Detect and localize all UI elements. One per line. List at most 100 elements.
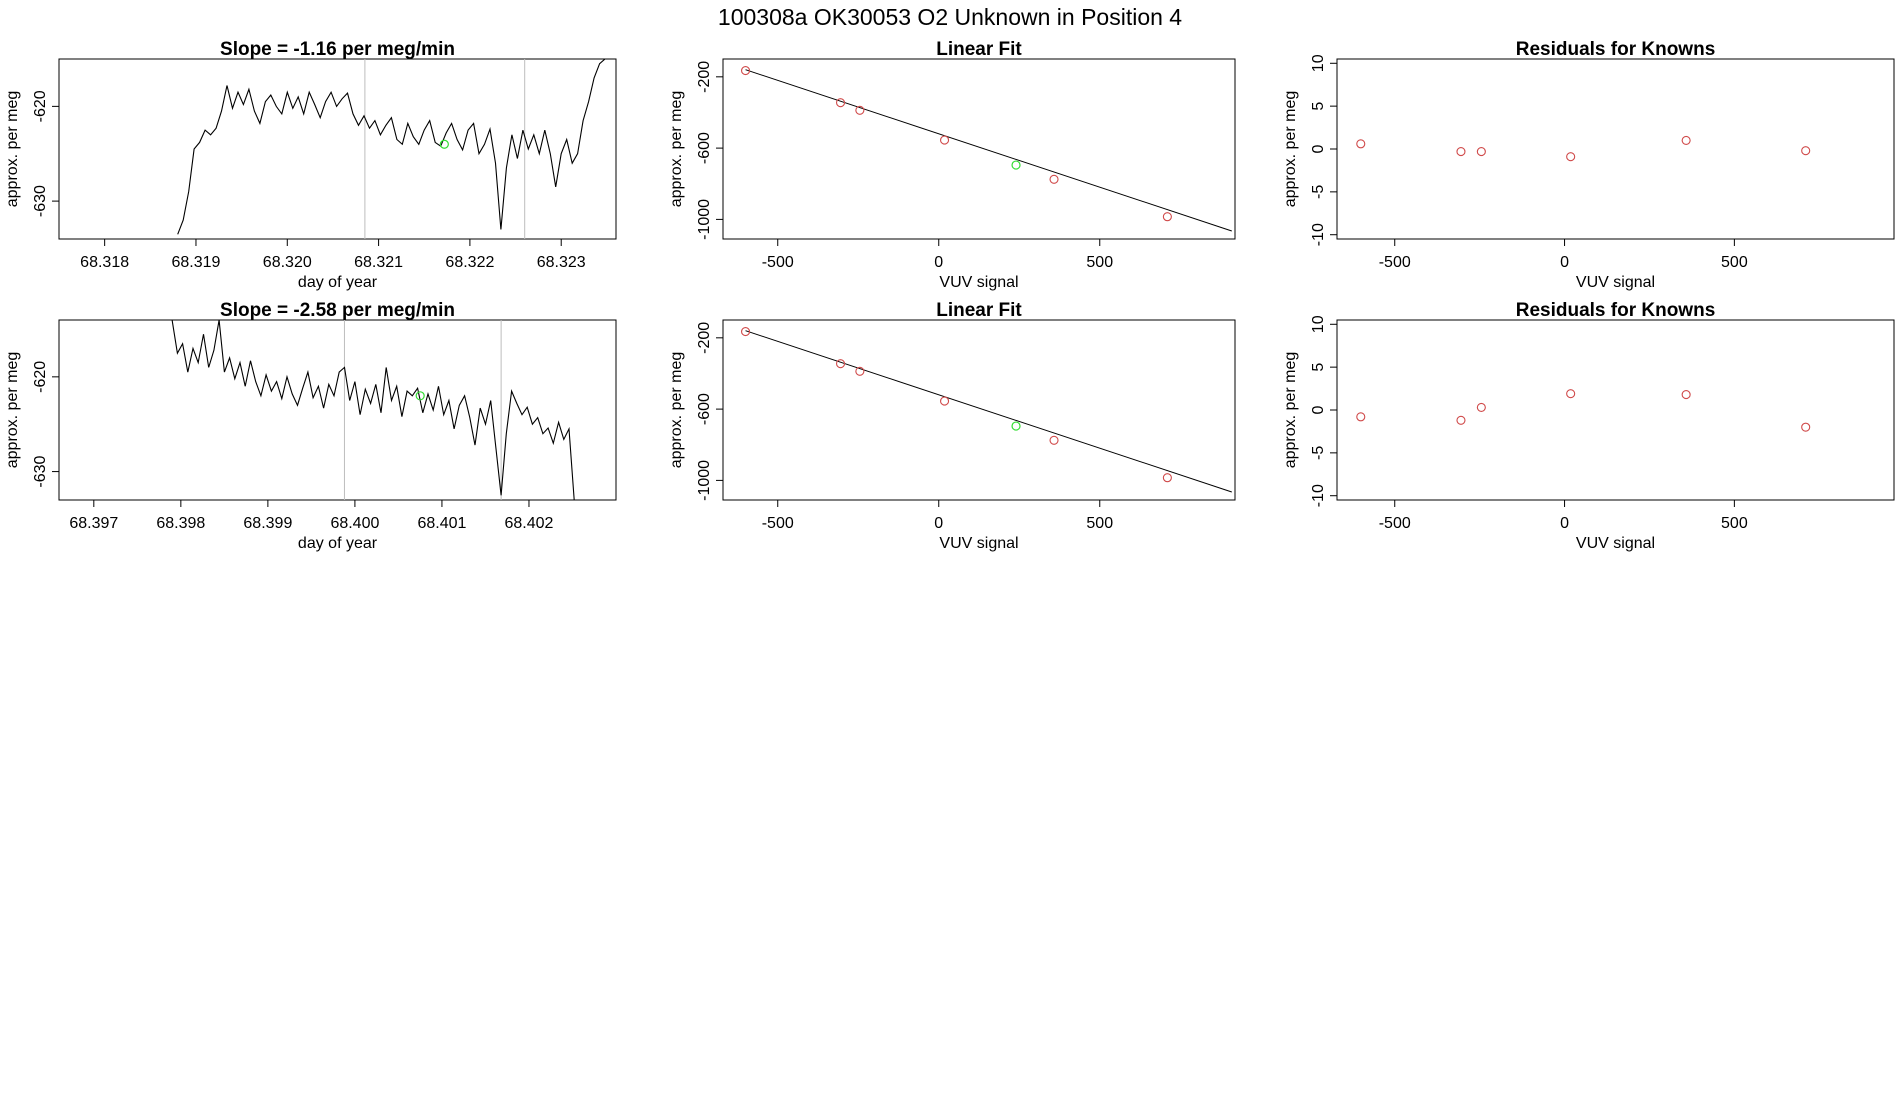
y-tick-label: -5: [1310, 185, 1327, 199]
chart-title: Residuals for Knowns: [1516, 300, 1716, 321]
x-tick-label: 500: [1721, 515, 1748, 532]
plot-frame: [1336, 58, 1895, 240]
time-series-line: [177, 59, 606, 235]
chart-panel-5: Linear Fit -500 0 500 -1000 -600 -200 VUV signa…: [668, 300, 1236, 552]
y-tick-label: -200: [696, 322, 713, 354]
known-point: [939, 135, 950, 145]
chart-title: Linear Fit: [936, 300, 1022, 321]
y-tick-label: -630: [32, 455, 49, 487]
plot-data: [177, 59, 606, 239]
time-series-line: [171, 320, 575, 500]
residual-point: [1566, 389, 1576, 399]
x-axis-label: day of year: [298, 535, 378, 552]
plot-data: [740, 66, 1232, 232]
known-point: [740, 327, 751, 337]
x-tick-label: 0: [934, 515, 943, 532]
residual-point: [1566, 152, 1576, 162]
chart-title: Residuals for Knowns: [1516, 39, 1716, 60]
plot-frame: [722, 58, 1236, 240]
known-point: [1162, 212, 1172, 222]
plot-frame: [1336, 319, 1895, 501]
residual-point: [1801, 146, 1811, 156]
residual-point: [1801, 422, 1811, 432]
unknown-point: [1011, 421, 1021, 431]
chart-panel-4: Slope = -2.58 per meg/min 68.397 68.398 68.…: [4, 300, 617, 552]
plot-frame: [722, 319, 1236, 501]
x-tick-label: 68.401: [417, 515, 466, 532]
fit-line: [745, 330, 1232, 493]
known-point: [1049, 435, 1059, 445]
chart-title: Linear Fit: [936, 39, 1022, 60]
fit-line: [745, 69, 1232, 232]
y-tick-label: -1000: [696, 460, 713, 501]
chart-panel-3: Residuals for Knowns -500 0 500 -10 -5 0 5 10 VUV…: [1282, 39, 1895, 291]
y-axis-label: approx. per meg: [1282, 352, 1299, 469]
residual-point: [1681, 135, 1691, 145]
known-point: [855, 105, 865, 115]
x-axis-label: VUV signal: [939, 535, 1018, 552]
y-axis-label: approx. per meg: [668, 352, 685, 469]
x-tick-label: 68.398: [156, 515, 205, 532]
residual-point: [1456, 147, 1466, 157]
x-tick-label: -500: [1379, 515, 1411, 532]
y-tick-label: -620: [32, 361, 49, 393]
known-point: [1049, 174, 1059, 184]
y-tick-label: 10: [1310, 54, 1327, 72]
residual-point: [1356, 139, 1366, 149]
x-axis-label: VUV signal: [1576, 535, 1655, 552]
y-tick-label: 0: [1310, 405, 1327, 414]
known-point: [740, 66, 751, 76]
chart-title: Slope = -2.58 per meg/min: [220, 300, 455, 321]
y-tick-label: -1000: [696, 199, 713, 240]
plot-data: [1356, 135, 1811, 162]
known-point: [1162, 473, 1172, 483]
known-point: [939, 396, 950, 406]
y-axis-label: approx. per meg: [4, 352, 21, 469]
chart-panel-2: Linear Fit -500 0 500 -1000 -600 -200 VUV signa…: [668, 39, 1236, 291]
x-tick-label: 500: [1086, 515, 1113, 532]
residual-point: [1476, 402, 1486, 412]
y-tick-label: -10: [1310, 223, 1327, 246]
x-tick-label: -500: [1379, 254, 1411, 271]
plot-data: [1356, 389, 1811, 432]
y-axis-label: approx. per meg: [668, 91, 685, 208]
y-axis-label: approx. per meg: [4, 91, 21, 208]
y-tick-label: -10: [1310, 484, 1327, 507]
x-tick-label: 0: [1560, 515, 1569, 532]
plot-frame: [58, 319, 617, 501]
x-tick-label: 500: [1086, 254, 1113, 271]
known-point: [855, 366, 865, 376]
unknown-point: [1011, 160, 1021, 170]
residual-point: [1681, 390, 1691, 400]
unknown-point: [439, 139, 449, 149]
y-tick-label: -5: [1310, 446, 1327, 460]
chart-title: Slope = -1.16 per meg/min: [220, 39, 455, 60]
known-point: [835, 98, 846, 108]
x-tick-label: 68.320: [263, 254, 312, 271]
x-tick-label: 68.402: [505, 515, 554, 532]
y-tick-label: 5: [1310, 363, 1327, 372]
x-tick-label: 68.322: [445, 254, 494, 271]
x-tick-label: -500: [762, 254, 794, 271]
y-tick-label: 5: [1310, 102, 1327, 111]
x-tick-label: 0: [934, 254, 943, 271]
unknown-point: [415, 391, 425, 401]
residual-point: [1476, 147, 1486, 157]
plot-frame: [58, 58, 617, 240]
residual-point: [1456, 415, 1466, 425]
residual-point: [1356, 412, 1366, 422]
chart-panel-6: Residuals for Knowns -500 0 500 -10 -5 0 5 10 VUV…: [1282, 300, 1895, 552]
y-tick-label: 10: [1310, 315, 1327, 333]
y-axis-label: approx. per meg: [1282, 91, 1299, 208]
x-axis-label: VUV signal: [1576, 274, 1655, 291]
known-point: [835, 359, 846, 369]
x-tick-label: 68.399: [243, 515, 292, 532]
x-tick-label: 68.323: [537, 254, 586, 271]
x-tick-label: 68.321: [354, 254, 403, 271]
y-tick-label: -620: [32, 90, 49, 122]
x-tick-label: 0: [1560, 254, 1569, 271]
y-tick-label: -200: [696, 61, 713, 93]
y-tick-label: -600: [696, 132, 713, 164]
x-tick-label: -500: [762, 515, 794, 532]
